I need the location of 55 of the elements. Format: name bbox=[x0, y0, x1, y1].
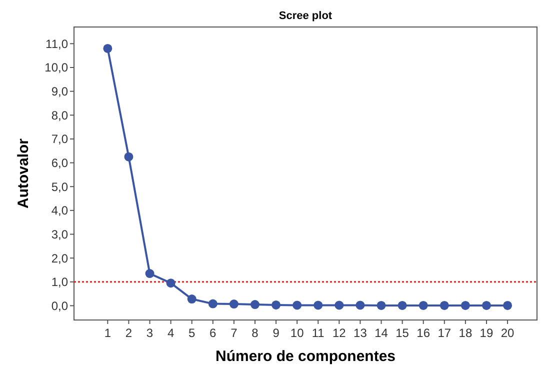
x-tick-label: 15 bbox=[396, 326, 410, 340]
x-tick-label: 4 bbox=[167, 326, 174, 340]
point bbox=[272, 300, 281, 310]
x-tick-label: 18 bbox=[458, 326, 472, 340]
y-tick-label: 3,0 bbox=[51, 227, 68, 242]
point bbox=[503, 300, 512, 310]
point bbox=[145, 269, 154, 278]
y-tick-label: 6,0 bbox=[51, 156, 68, 170]
y-tick-label: 7,0 bbox=[51, 132, 68, 146]
x-tick-label: 11 bbox=[312, 326, 325, 340]
x-tick-label: 19 bbox=[480, 326, 494, 340]
point bbox=[103, 44, 112, 53]
x-tick-label: 16 bbox=[416, 326, 430, 340]
point bbox=[229, 300, 238, 309]
x-tick-label: 3 bbox=[146, 326, 154, 340]
point bbox=[482, 300, 491, 310]
x-tick-label: 6 bbox=[210, 326, 217, 340]
y-tick-label: 10,0 bbox=[44, 60, 68, 75]
x-tick-label: 20 bbox=[500, 326, 515, 340]
point bbox=[314, 300, 323, 310]
y-tick-label: 11,0 bbox=[46, 36, 68, 51]
x-tick-label: 1 bbox=[104, 326, 112, 340]
point bbox=[398, 300, 407, 310]
point bbox=[334, 300, 344, 310]
x-tick-label: 8 bbox=[252, 326, 259, 340]
x-axis-title: Número de componentes bbox=[215, 348, 396, 365]
point bbox=[460, 300, 470, 310]
point bbox=[440, 300, 449, 310]
y-axis-title: Autovalor bbox=[15, 138, 32, 209]
y-tick-label: 5,0 bbox=[51, 180, 68, 194]
x-tick-label: 10 bbox=[290, 326, 304, 340]
x-tick-label: 17 bbox=[438, 326, 452, 340]
x-tick-label: 14 bbox=[374, 326, 388, 340]
y-tick-label: 0,0 bbox=[51, 298, 68, 313]
x-tick-label: 9 bbox=[272, 326, 280, 340]
y-tick-label: 9,0 bbox=[51, 84, 68, 99]
x-tick-label: 13 bbox=[354, 326, 368, 340]
point bbox=[418, 300, 428, 310]
chart-title: Scree plot bbox=[278, 10, 332, 22]
point bbox=[166, 278, 176, 288]
y-tick-label: 4,0 bbox=[51, 204, 68, 218]
point bbox=[187, 294, 196, 304]
x-tick-label: 5 bbox=[188, 326, 196, 340]
point bbox=[208, 299, 218, 308]
y-tick-label: 1,0 bbox=[51, 275, 68, 290]
y-tick-label: 2,0 bbox=[51, 251, 68, 266]
x-tick-label: 7 bbox=[230, 326, 238, 340]
point bbox=[124, 152, 134, 162]
point bbox=[356, 300, 365, 310]
point bbox=[292, 300, 302, 310]
point bbox=[376, 300, 386, 310]
point bbox=[250, 300, 260, 310]
y-tick-label: 8,0 bbox=[51, 108, 68, 122]
x-tick-label: 12 bbox=[332, 326, 346, 340]
x-tick-label: 2 bbox=[125, 326, 132, 340]
